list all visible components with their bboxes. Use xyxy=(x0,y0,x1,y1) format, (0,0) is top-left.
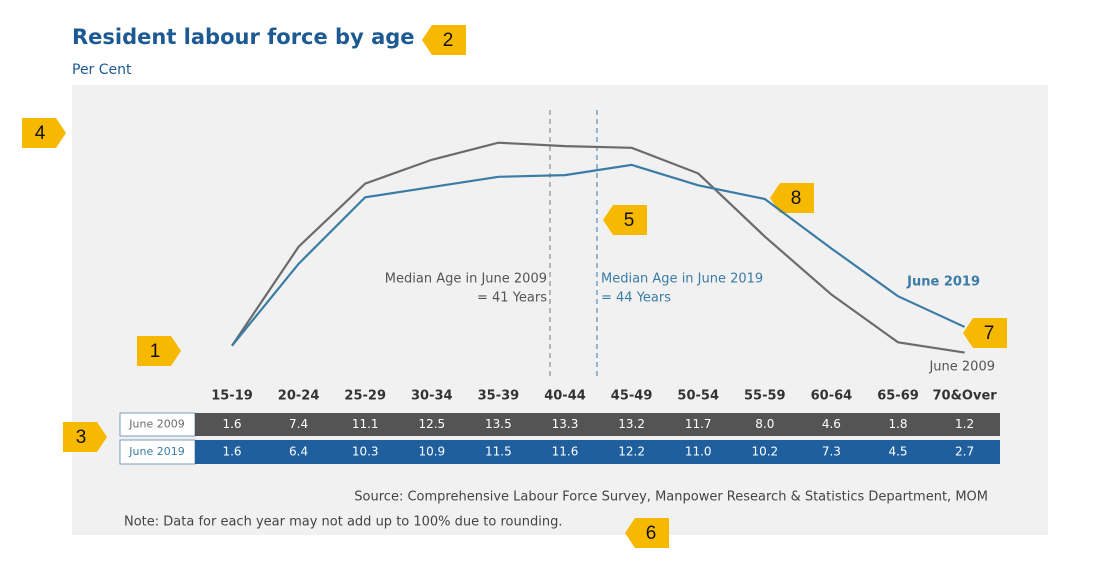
table-value: 12.2 xyxy=(618,445,645,459)
table-value: 1.6 xyxy=(222,445,241,459)
callout-number: 4 xyxy=(35,123,46,144)
table-value: 11.6 xyxy=(552,445,579,459)
category-label: 20-24 xyxy=(278,389,320,404)
callout-badge xyxy=(22,118,66,148)
row-header: June 2009 xyxy=(128,418,184,431)
note: Note: Data for each year may not add up … xyxy=(124,515,562,530)
table-value: 6.4 xyxy=(289,445,308,459)
table-value: 11.7 xyxy=(685,417,712,431)
annotation: Median Age in June 2019 xyxy=(601,272,763,287)
series-label: June 2009 xyxy=(928,360,995,375)
table-value: 10.3 xyxy=(352,445,379,459)
row-header-box xyxy=(119,439,196,465)
callout-number: 2 xyxy=(443,30,454,51)
callout-badge xyxy=(963,318,1007,348)
row-band xyxy=(195,440,1000,464)
table-value: 4.6 xyxy=(822,417,841,431)
table-value: 1.2 xyxy=(955,417,974,431)
series-line xyxy=(231,163,966,347)
table-value: 7.3 xyxy=(822,445,841,459)
chart-subtitle: Per Cent xyxy=(72,62,132,78)
row-header: June 2019 xyxy=(128,445,184,458)
table-value: 13.5 xyxy=(485,417,512,431)
annotation: = 41 Years xyxy=(477,291,547,306)
callout-badge xyxy=(625,518,669,548)
table-value: 13.3 xyxy=(552,417,579,431)
callout-badge xyxy=(63,422,107,452)
callout-number: 5 xyxy=(624,210,635,231)
callout-badge xyxy=(137,336,181,366)
table-value: 8.0 xyxy=(755,417,774,431)
table-value: 12.5 xyxy=(418,417,445,431)
chart-title: Resident labour force by age xyxy=(72,25,415,49)
category-label: 50-54 xyxy=(677,389,719,404)
category-label: 70&Over xyxy=(933,389,998,404)
table-value: 1.8 xyxy=(888,417,907,431)
table-value: 7.4 xyxy=(289,417,308,431)
category-label: 40-44 xyxy=(544,389,586,404)
callout-badge xyxy=(603,205,647,235)
callout-number: 1 xyxy=(150,341,161,362)
annotation: Median Age in June 2009 xyxy=(385,272,547,287)
table-value: 1.6 xyxy=(222,417,241,431)
table-value: 13.2 xyxy=(618,417,645,431)
callout-number: 8 xyxy=(791,188,802,209)
source: Source: Comprehensive Labour Force Surve… xyxy=(354,490,988,505)
table-value: 11.0 xyxy=(685,445,712,459)
category-label: 65-69 xyxy=(877,389,919,404)
category-label: 25-29 xyxy=(344,389,386,404)
row-band xyxy=(195,413,1000,436)
category-label: 60-64 xyxy=(811,389,853,404)
category-label: 35-39 xyxy=(478,389,520,404)
table-value: 2.7 xyxy=(955,445,974,459)
callout-number: 3 xyxy=(76,427,87,448)
category-label: 30-34 xyxy=(411,389,453,404)
category-label: 15-19 xyxy=(211,389,253,404)
annotation: = 44 Years xyxy=(601,291,671,306)
table-value: 10.2 xyxy=(751,445,778,459)
callout-number: 7 xyxy=(984,323,995,344)
table-value: 4.5 xyxy=(888,445,907,459)
callout-badge xyxy=(770,183,814,213)
category-label: 45-49 xyxy=(611,389,653,404)
series-line xyxy=(231,141,965,354)
series-label: June 2019 xyxy=(906,275,980,290)
category-label: 55-59 xyxy=(744,389,786,404)
data-table: 15-19 20-24 25-29 30-34 35-39 40-44 45-49 50-54… xyxy=(119,389,1000,465)
chart-panel xyxy=(72,85,1048,535)
table-value: 11.5 xyxy=(485,445,512,459)
callout-badge xyxy=(422,25,466,55)
callout-number: 6 xyxy=(646,523,657,544)
table-value: 10.9 xyxy=(418,445,445,459)
table-value: 11.1 xyxy=(352,417,379,431)
callouts: 1 2 3 4 5 6 7 8 xyxy=(22,25,1007,548)
